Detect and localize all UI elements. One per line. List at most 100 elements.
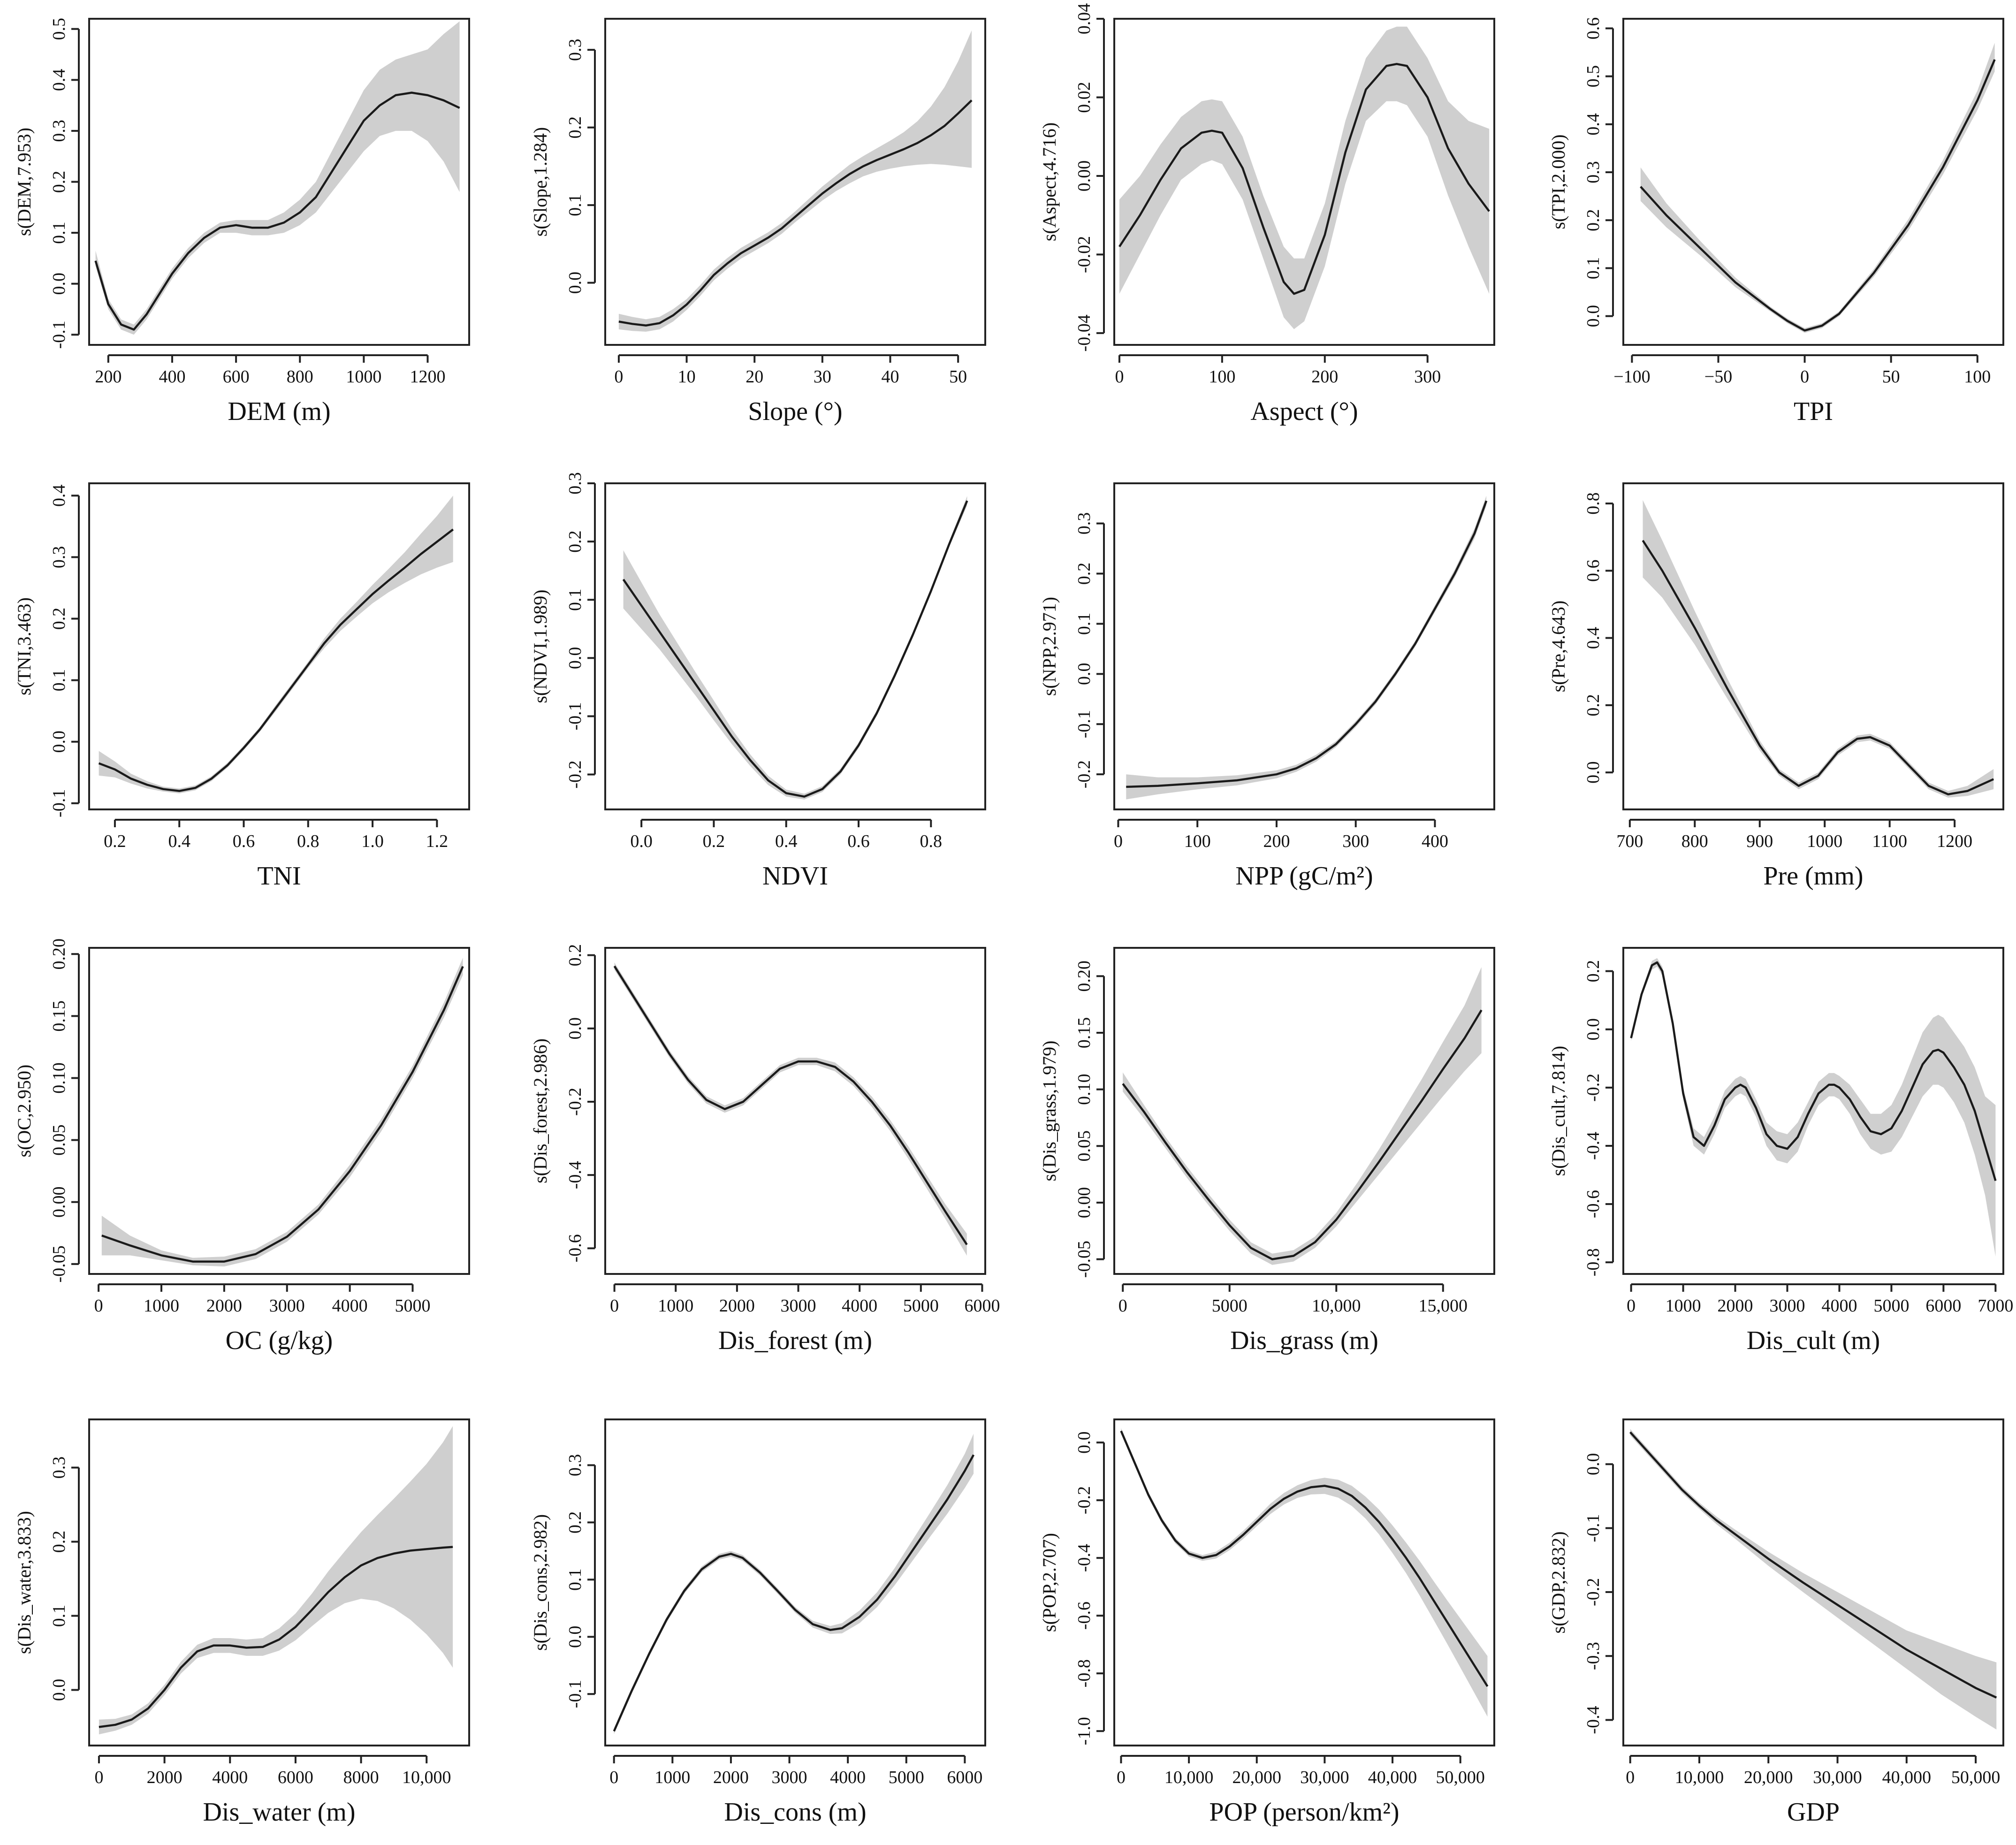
plot-frame <box>604 482 986 810</box>
y-tick-label: -0.1 <box>49 320 69 349</box>
smooth-term-line <box>98 528 454 792</box>
y-tick-label: 0.4 <box>1583 113 1603 136</box>
x-tick-label: 50 <box>1882 367 1900 387</box>
y-tick-label: 0.5 <box>49 18 69 40</box>
x-tick-label: 0.8 <box>920 831 943 851</box>
x-axis-title: GDP <box>1787 1798 1840 1827</box>
x-tick-label: 1.0 <box>361 831 384 851</box>
x-tick-label: 6000 <box>1925 1296 1961 1316</box>
y-tick-label: 0.1 <box>565 1569 585 1591</box>
x-tick-label: 300 <box>1342 831 1369 851</box>
x-tick-label: 50,000 <box>1436 1768 1485 1787</box>
x-tick-label: 1000 <box>658 1296 693 1316</box>
y-tick-label: 0.8 <box>1583 492 1603 515</box>
x-tick-label: 900 <box>1746 831 1773 851</box>
y-axis-title: s(Dis_water,3.833) <box>14 1511 35 1654</box>
x-tick-label: 4000 <box>332 1296 368 1316</box>
chart-panel-0: 200 400 600 800 1000 1200 -0.1 0.0 0.1 0.2 0.3 0.4 0… <box>14 18 470 426</box>
x-tick-label: 100 <box>1964 367 1991 387</box>
x-tick-label: 0.6 <box>847 831 870 851</box>
x-axis-title: Pre (mm) <box>1763 862 1863 891</box>
y-tick-label: 0.04 <box>1074 3 1094 35</box>
plot-frame <box>1113 947 1495 1275</box>
y-tick-label: 0.0 <box>49 731 69 753</box>
y-tick-label: 0.4 <box>49 484 69 507</box>
y-tick-label: 0.3 <box>1074 512 1094 535</box>
y-tick-label: -0.1 <box>565 702 585 730</box>
y-axis-title: s(Aspect,4.716) <box>1039 122 1060 241</box>
smooth-term-line <box>1118 63 1490 295</box>
x-tick-label: 20 <box>746 367 763 387</box>
plot-frame <box>1113 18 1495 346</box>
y-tick-label: 0.3 <box>49 546 69 569</box>
y-tick-label: 0.2 <box>565 944 585 967</box>
x-tick-label: 30 <box>814 367 831 387</box>
confidence-band <box>614 1433 974 1734</box>
x-tick-label: 15,000 <box>1419 1296 1468 1316</box>
plot-frame <box>1622 18 2004 346</box>
y-tick-label: -0.2 <box>1583 1074 1603 1102</box>
x-tick-label: 800 <box>287 367 313 387</box>
y-axis-title: s(Pre,4.643) <box>1548 601 1569 693</box>
chart-panel-2: 0 100 200 300 -0.04 -0.02 0.00 0.02 0.04 Aspect (… <box>1039 3 1495 426</box>
x-tick-label: 0 <box>1627 1296 1636 1316</box>
y-tick-label: 0.1 <box>1583 257 1603 280</box>
y-axis-title: s(OC,2.950) <box>14 1065 35 1158</box>
y-tick-label: 0.0 <box>1583 1453 1603 1476</box>
x-tick-label: 40,000 <box>1882 1768 1932 1787</box>
x-axis-title: Dis_cons (m) <box>724 1798 866 1827</box>
x-tick-label: 2000 <box>206 1296 242 1316</box>
y-tick-label: -0.1 <box>49 789 69 817</box>
y-axis-title: s(GDP,2.832) <box>1548 1532 1569 1634</box>
y-tick-label: 0.0 <box>565 1017 585 1040</box>
y-tick-label: 0.4 <box>1583 627 1603 649</box>
x-tick-label: 0.2 <box>104 831 126 851</box>
y-tick-label: 0.0 <box>1583 1018 1603 1041</box>
x-tick-label: 0.4 <box>168 831 190 851</box>
x-tick-label: 1200 <box>410 367 446 387</box>
y-tick-label: 0.20 <box>1074 961 1094 992</box>
x-tick-label: 40 <box>882 367 899 387</box>
y-tick-label: 0.05 <box>1074 1130 1094 1162</box>
x-tick-label: 4000 <box>1821 1296 1857 1316</box>
chart-panel-13: 0 1000 2000 3000 4000 5000 6000 -0.1 0.0 0.1 0.2 0.… <box>530 1418 986 1827</box>
plot-frame <box>1622 482 2004 810</box>
y-tick-label: 0.2 <box>49 1531 69 1553</box>
x-tick-label: 200 <box>1263 831 1290 851</box>
x-tick-label: 600 <box>223 367 250 387</box>
chart-panel-11: 0 1000 2000 3000 4000 5000 6000 7000 -0.8 -0.6 -0.… <box>1548 947 2013 1355</box>
y-tick-label: -0.6 <box>565 1234 585 1262</box>
x-tick-label: 1000 <box>1807 831 1842 851</box>
x-axis-title: Dis_grass (m) <box>1230 1326 1378 1355</box>
y-tick-label: 0.1 <box>565 588 585 611</box>
x-tick-label: 1200 <box>1937 831 1972 851</box>
chart-panel-8: 0 1000 2000 3000 4000 5000 -0.05 0.00 0.05 0.10 0.… <box>14 938 470 1355</box>
y-tick-label: -0.04 <box>1074 314 1094 351</box>
y-tick-label: 0.0 <box>1583 305 1603 328</box>
x-axis-title: Dis_water (m) <box>203 1798 355 1827</box>
y-tick-label: 0.3 <box>565 472 585 495</box>
y-axis-title: s(TPI,2.000) <box>1548 134 1569 229</box>
y-tick-label: 0.6 <box>1583 17 1603 40</box>
x-tick-label: 4000 <box>212 1768 248 1787</box>
x-tick-label: −50 <box>1704 367 1732 387</box>
y-tick-label: 0.1 <box>565 194 585 216</box>
chart-panel-9: 0 1000 2000 3000 4000 5000 6000 -0.6 -0.4 -0.2 0.0… <box>530 944 1000 1355</box>
y-tick-label: 0.2 <box>565 530 585 553</box>
y-tick-label: 0.2 <box>1583 209 1603 232</box>
confidence-band <box>99 496 453 793</box>
y-tick-label: 0.1 <box>49 1605 69 1627</box>
y-tick-label: -0.8 <box>1074 1659 1094 1687</box>
chart-panel-15: 0 10,000 20,000 30,000 40,000 50,000 -0.4 -0.3 -… <box>1548 1418 2004 1827</box>
y-tick-label: 0.05 <box>49 1124 69 1156</box>
x-tick-label: 0 <box>1800 367 1809 387</box>
y-tick-label: -0.1 <box>565 1680 585 1708</box>
x-tick-label: 0.0 <box>630 831 653 851</box>
y-tick-label: 0.0 <box>1583 761 1603 784</box>
y-axis-title: s(Dis_grass,1.979) <box>1039 1041 1060 1182</box>
x-axis-title: TNI <box>257 862 301 891</box>
chart-panel-4: 0.2 0.4 0.6 0.8 1.0 1.2 -0.1 0.0 0.1 0.2 0.3 0.4 TNI… <box>14 482 470 891</box>
plot-frame <box>1113 482 1495 810</box>
x-tick-label: 3000 <box>781 1296 816 1316</box>
x-tick-label: 0 <box>610 1296 619 1316</box>
